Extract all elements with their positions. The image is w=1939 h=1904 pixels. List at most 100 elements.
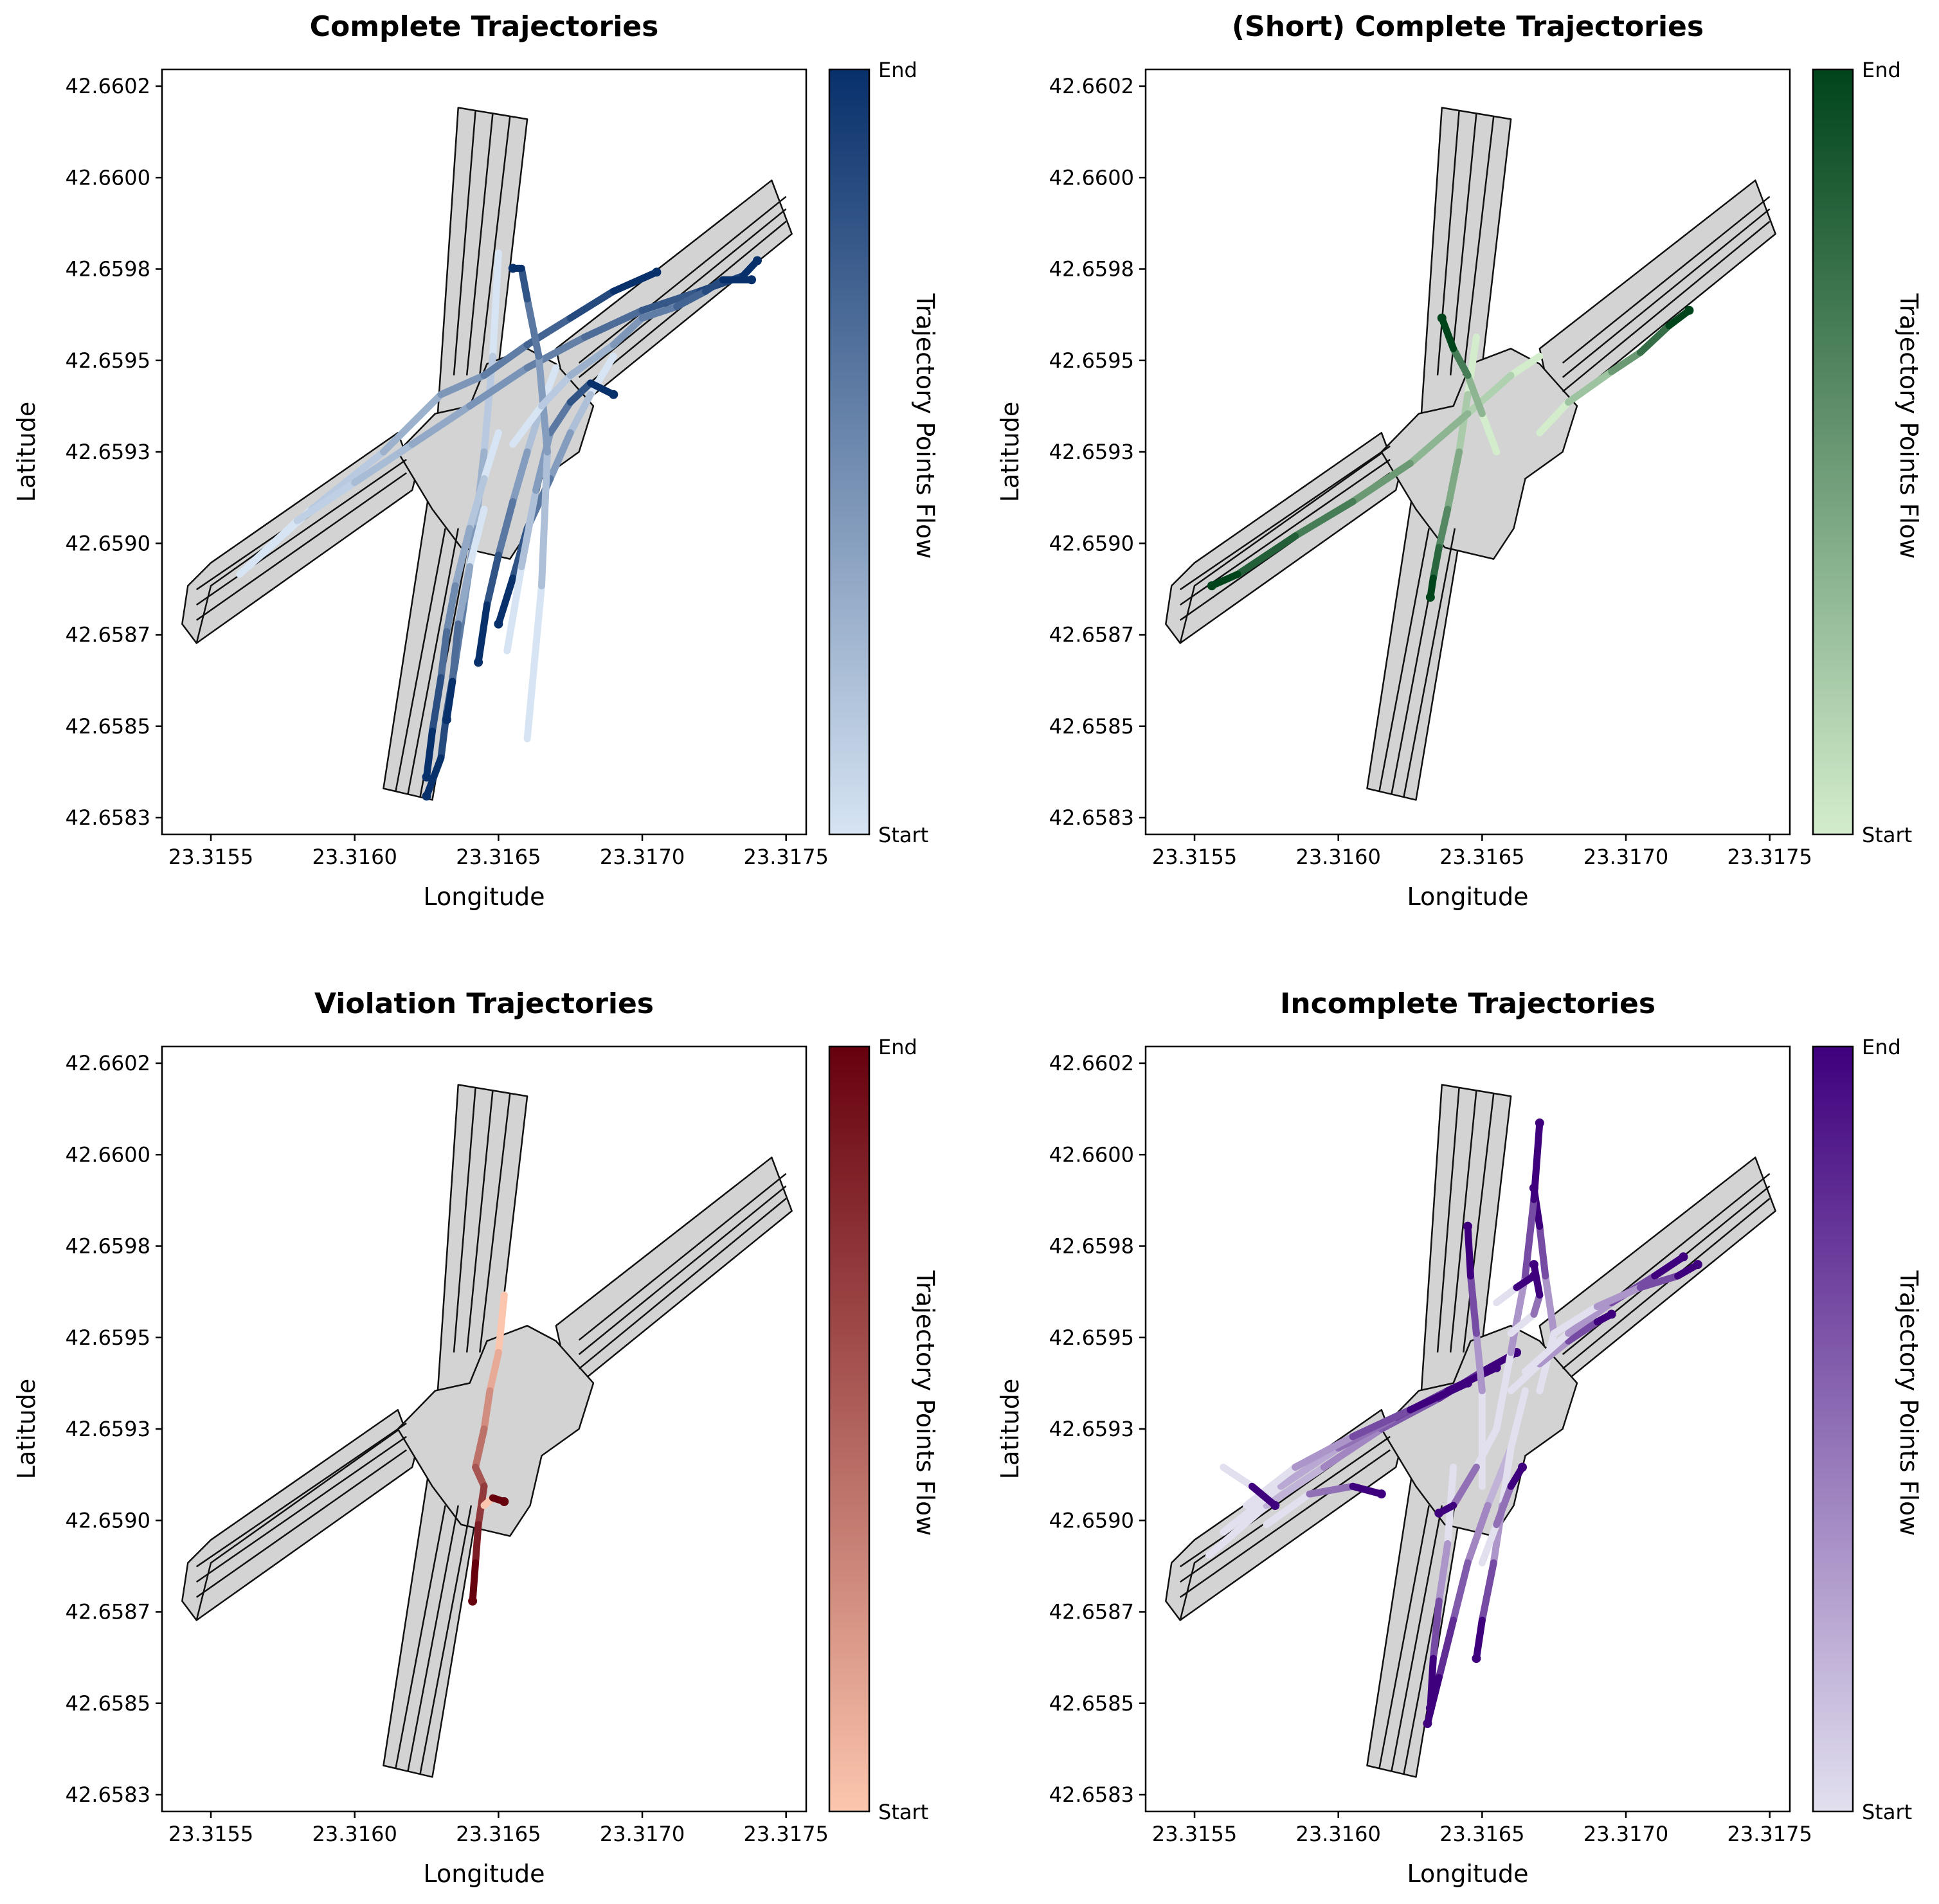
trajectory-segment [1542, 1272, 1558, 1337]
trajectory-segment [609, 268, 660, 295]
road-network [181, 1084, 793, 1778]
trajectory-segment [1493, 1482, 1515, 1529]
y-tick-label: 42.6602 [1049, 74, 1134, 98]
y-tick-label: 42.6583 [1049, 1783, 1134, 1807]
x-tick-label: 23.3165 [456, 1822, 541, 1846]
colorbar-start-label: Start [878, 1800, 928, 1824]
trajectory-end-point [752, 256, 762, 265]
trajectory-end-point [1207, 581, 1216, 591]
trajectory-segment [1521, 1329, 1573, 1376]
trajectory-segment [1530, 1261, 1544, 1299]
trajectory-segment [451, 525, 474, 589]
y-tick-label: 42.6590 [66, 1508, 150, 1532]
trajectory-segment [1429, 544, 1443, 582]
y-tick-label: 42.6585 [1049, 1691, 1134, 1716]
trajectory-segment [1234, 532, 1299, 578]
trajectory-segment [437, 372, 488, 399]
trajectory-segment [1507, 352, 1544, 379]
trajectory-end-point [468, 1596, 478, 1606]
trajectory-segment [236, 517, 301, 578]
y-tick-label: 42.6593 [66, 1417, 150, 1441]
trajectory-end-point [1693, 1260, 1702, 1270]
trajectory-segment [1472, 1617, 1486, 1662]
trajectory-segment [566, 287, 617, 322]
trajectory-segment [546, 429, 574, 483]
y-tick-label: 42.6583 [66, 1783, 150, 1807]
trajectory-segment [537, 372, 574, 410]
trajectory-end-point [500, 1497, 509, 1507]
trajectory-segment [494, 1291, 508, 1356]
colorbar-end-label: End [1862, 1035, 1901, 1059]
trajectory-segment [474, 601, 491, 666]
trajectory-end-point [1529, 1271, 1538, 1280]
trajectory-segment [1472, 1329, 1486, 1394]
trajectory-end-point [1472, 1654, 1481, 1663]
y-tick-label: 42.6595 [1049, 1325, 1134, 1350]
trajectory-segment [1208, 570, 1241, 589]
y-axis-label: Latitude [12, 1379, 41, 1479]
trajectory-segment [509, 402, 545, 448]
trajectory-segment [1456, 391, 1472, 456]
trajectory-end-point [1529, 1260, 1538, 1270]
trajectory-segment [1493, 1284, 1520, 1307]
trajectory-segment [1320, 1425, 1385, 1471]
x-tick-label: 23.3170 [600, 1822, 685, 1846]
y-tick-label: 42.6590 [66, 531, 150, 555]
x-tick-label: 23.3175 [1727, 1822, 1812, 1846]
trajectory-segment [486, 1349, 502, 1394]
x-tick-label: 23.3175 [1727, 845, 1812, 869]
trajectory-end-point [422, 791, 431, 801]
x-tick-label: 23.3175 [744, 845, 829, 869]
colorbar-end-label: End [1862, 58, 1901, 82]
trajectory-segment [1593, 1284, 1644, 1311]
x-tick-label: 23.3155 [1152, 1822, 1237, 1846]
trajectory-segment [351, 440, 416, 487]
y-tick-label: 42.6600 [1049, 1142, 1134, 1167]
y-axis-label: Latitude [12, 402, 41, 502]
trajectory-segment [1450, 345, 1472, 379]
y-tick-label: 42.6598 [66, 1234, 150, 1259]
trajectory-end-point [1517, 1462, 1527, 1472]
trajectory-end-point [1425, 1703, 1435, 1713]
trajectory-segment [1407, 1379, 1472, 1414]
colorbar-start-label: Start [1862, 823, 1912, 847]
colorbar-label: Trajectory Points Flow [1895, 293, 1923, 559]
y-tick-label: 42.6600 [66, 1142, 150, 1167]
y-tick-label: 42.6598 [1049, 1234, 1134, 1259]
x-tick-label: 23.3160 [312, 845, 397, 869]
trajectory-segment [1478, 410, 1501, 456]
trajectory-end-point [652, 267, 662, 277]
trajectory-segment [518, 487, 540, 570]
trajectory-segment [1478, 1559, 1497, 1624]
trajectory-segment [466, 475, 488, 532]
panel-title: Incomplete Trajectories [1280, 987, 1655, 1020]
y-tick-label: 42.6585 [66, 714, 150, 739]
panel-1: Complete Trajectories 23.3155 23.3160 23.31… [12, 10, 939, 911]
trajectory-segment [423, 754, 445, 800]
trajectory-end-point [1684, 305, 1694, 315]
trajectory-segment [1493, 1349, 1515, 1433]
trajectory-end-point [1376, 1489, 1386, 1499]
trajectory-segment [509, 448, 531, 505]
trajectory-segment [423, 727, 436, 781]
x-axis-label: Longitude [1407, 883, 1529, 911]
y-tick-label: 42.6598 [1049, 257, 1134, 282]
panel-2: (Short) Complete Trajectories 23.3155 23.3… [996, 10, 1923, 911]
trajectory-segment [480, 341, 531, 379]
y-tick-label: 42.6595 [1049, 348, 1134, 373]
trajectory-end-point [442, 715, 451, 724]
trajectory-end-point [494, 619, 503, 629]
y-tick-label: 42.6602 [66, 1051, 150, 1075]
y-axis-label: Latitude [996, 1379, 1024, 1479]
trajectory-end-point [1535, 1118, 1544, 1127]
y-tick-label: 42.6602 [66, 74, 150, 98]
colorbar-end-label: End [878, 58, 917, 82]
trajectory-segment [1507, 1272, 1529, 1356]
panel-title: Violation Trajectories [314, 987, 654, 1020]
trajectory-segment [1349, 460, 1414, 505]
trajectory-segment [489, 249, 502, 360]
trajectory-segment [1450, 1559, 1472, 1624]
trajectory-segment [469, 1559, 480, 1605]
trajectory-segment [1608, 348, 1644, 375]
